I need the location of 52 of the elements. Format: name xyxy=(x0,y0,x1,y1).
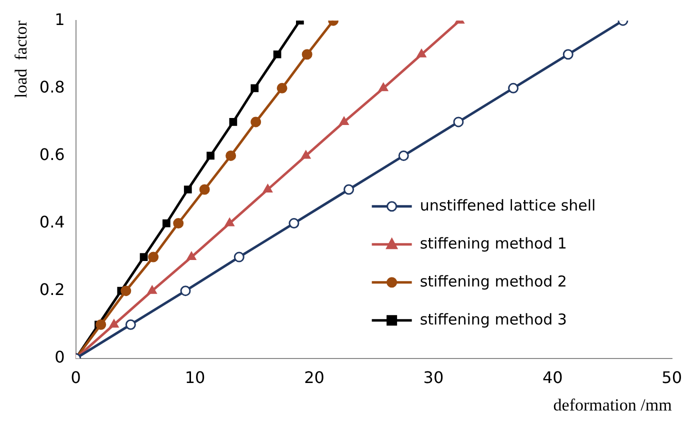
point xyxy=(140,253,148,261)
point xyxy=(378,82,388,92)
point xyxy=(288,218,300,229)
point xyxy=(273,50,282,58)
point xyxy=(96,319,106,330)
y-tick-label: 1 xyxy=(54,10,65,29)
y-tick-label: 0.6 xyxy=(39,144,65,164)
legend-label: stiffening method 2 xyxy=(420,272,567,290)
point xyxy=(562,49,574,60)
point xyxy=(125,319,136,330)
point xyxy=(226,150,236,161)
x-axis-title: deformation /mm xyxy=(553,395,672,414)
point xyxy=(250,116,262,128)
legend-label: stiffening method 1 xyxy=(420,234,567,252)
point xyxy=(301,150,311,159)
point xyxy=(148,252,159,262)
y-tick-label: 0 xyxy=(54,348,65,367)
point xyxy=(339,116,349,125)
point xyxy=(276,82,288,94)
point xyxy=(147,286,157,294)
point xyxy=(120,286,132,296)
point xyxy=(250,84,259,92)
y-axis-title: load factor xyxy=(12,20,31,98)
x-tick-label: 50 xyxy=(662,368,682,388)
x-tick-label: 20 xyxy=(304,368,324,388)
point xyxy=(344,184,354,195)
point xyxy=(398,150,409,161)
point xyxy=(173,218,184,229)
y-tick-label: 0.8 xyxy=(39,77,65,96)
point xyxy=(184,186,192,194)
point xyxy=(508,82,519,94)
point xyxy=(453,116,464,128)
y-tick-label: 0.4 xyxy=(39,212,65,232)
legend-label: stiffening method 3 xyxy=(420,310,567,328)
legend-label: unstiffened lattice shell xyxy=(420,196,596,214)
point xyxy=(109,319,119,328)
point xyxy=(416,49,426,58)
y-tick-label: 0.2 xyxy=(39,280,65,299)
point xyxy=(180,286,191,296)
x-tick-label: 30 xyxy=(423,368,444,388)
x-tick-label: 10 xyxy=(184,368,206,388)
point xyxy=(186,252,196,260)
point xyxy=(302,49,312,60)
point xyxy=(224,218,234,226)
point xyxy=(162,219,170,228)
x-tick-label: 0 xyxy=(70,368,81,388)
point xyxy=(263,184,272,192)
point xyxy=(206,152,214,160)
x-tick-label: 40 xyxy=(542,368,563,388)
point xyxy=(229,118,238,126)
point xyxy=(234,252,244,262)
point xyxy=(199,184,210,195)
